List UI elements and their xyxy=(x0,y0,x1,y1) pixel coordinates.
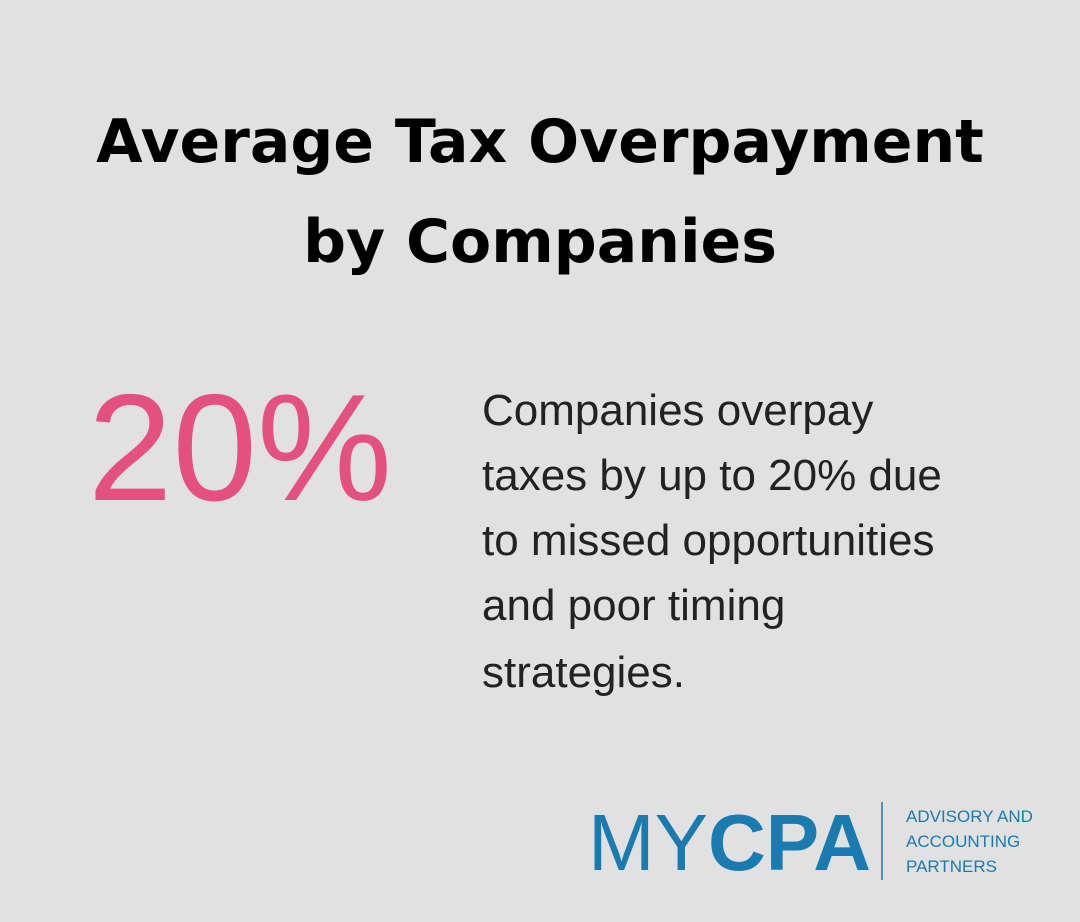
logo-tagline: ACCOUNTING xyxy=(906,832,1020,851)
title-line: Average Tax Overpayment xyxy=(96,107,984,177)
description-line: and poor timing xyxy=(482,581,785,630)
logo-brand-light: MY xyxy=(588,798,708,887)
title-line: by Companies xyxy=(303,207,777,277)
stat-value: 20% xyxy=(88,363,392,533)
description-line: Companies overpay xyxy=(482,386,873,435)
logo-tagline: ADVISORY AND xyxy=(906,807,1033,826)
description-line: strategies. xyxy=(482,648,685,697)
logo-brand-bold: CPA xyxy=(708,798,871,887)
description-line: to missed opportunities xyxy=(482,516,934,565)
description-line: taxes by up to 20% due xyxy=(482,451,942,500)
logo-tagline: PARTNERS xyxy=(906,857,997,876)
logo-brand: MYCPA xyxy=(588,798,871,887)
